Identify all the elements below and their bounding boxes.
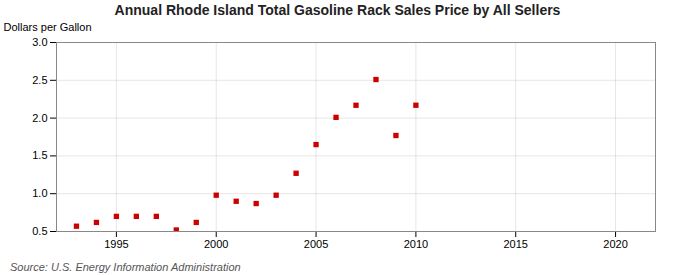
svg-text:Dollars per Gallon: Dollars per Gallon: [4, 21, 92, 33]
html-text:Source: U.S. Energy Informatio: Source: U.S. Energy Information Administ…: [10, 261, 241, 273]
svg-text:1.5: 1.5: [32, 149, 47, 161]
svg-text:2010: 2010: [404, 238, 428, 250]
svg-text:2.0: 2.0: [32, 112, 47, 124]
html-text:Annual Rhode Island Total Gaso: Annual Rhode Island Total Gasoline Rack …: [114, 2, 561, 18]
svg-text:2005: 2005: [304, 238, 328, 250]
svg-text:2020: 2020: [603, 238, 627, 250]
svg-text:1995: 1995: [104, 238, 128, 250]
svg-text:3.0: 3.0: [32, 36, 47, 48]
svg-text:2015: 2015: [503, 238, 527, 250]
svg-text:1.0: 1.0: [32, 187, 47, 199]
svg-text:2000: 2000: [204, 238, 228, 250]
svg-text:0.5: 0.5: [32, 225, 47, 237]
svg-text:2.5: 2.5: [32, 74, 47, 86]
